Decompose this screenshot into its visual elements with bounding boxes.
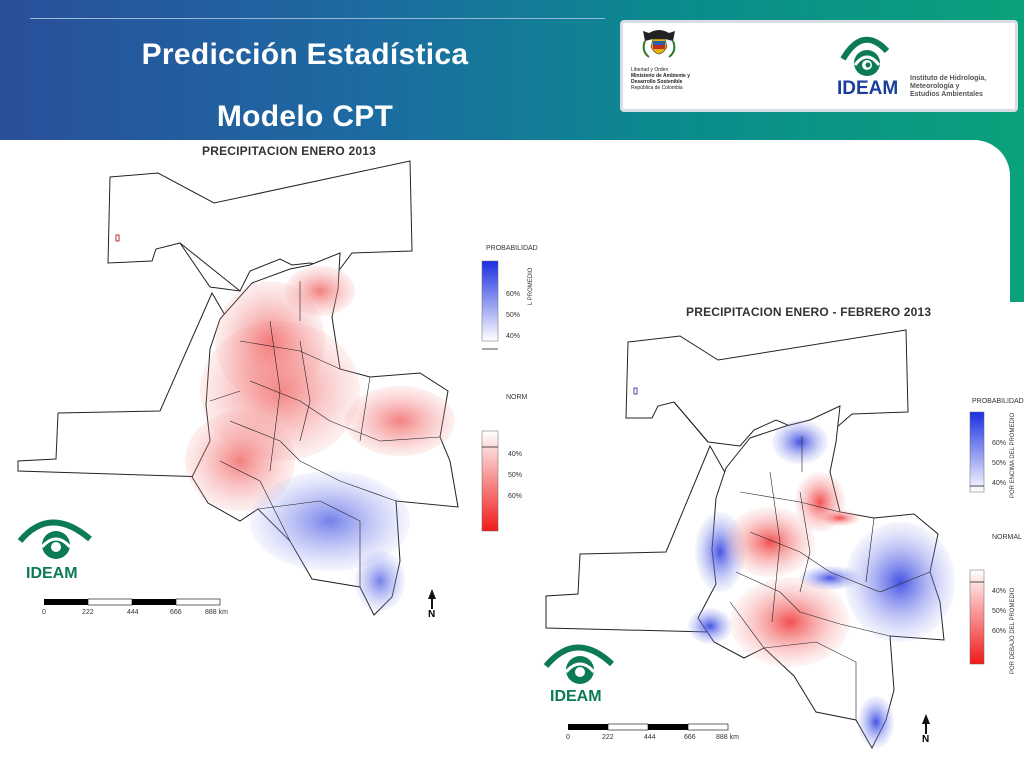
ministry-line: Ministerio de Ambiente y (631, 73, 690, 79)
ministry-line: República de Colombia (631, 85, 683, 91)
north-arrow-icon (922, 714, 930, 734)
scale-tick: 0 (42, 609, 46, 616)
legend-tick: 40% (508, 451, 523, 458)
legend-normal-label: NORMAL (992, 534, 1022, 541)
legend-tick: 40% (506, 333, 521, 340)
scale-tick: 444 (127, 609, 139, 616)
legend-tick: 60% (506, 291, 521, 298)
legend-tick: 40% (992, 480, 1007, 487)
ministry-line: Desarrollo Sostenible (631, 79, 683, 85)
ideam-watermark-text: IDEAM (26, 565, 78, 582)
ideam-watermark-text: IDEAM (550, 688, 602, 705)
map-enero: PRECIPITACION ENERO 2013 (0, 141, 538, 641)
scale-tick: 222 (602, 734, 614, 741)
slide-title: Predicción Estadística (141, 38, 469, 71)
legend-tick: 50% (506, 312, 521, 319)
scale-tick: 666 (684, 734, 696, 741)
ideam-desc-line: Meteorología y (910, 83, 960, 90)
ideam-watermark-icon (17, 519, 92, 559)
scale-tick: 888 km (716, 734, 739, 741)
ideam-desc-line: Estudios Ambientales (910, 91, 983, 98)
legend-tick: 50% (992, 608, 1007, 615)
scale-tick: 444 (644, 734, 656, 741)
ideam-logo-icon (840, 36, 890, 76)
colombia-map-enero (17, 160, 499, 616)
scale-tick: 222 (82, 609, 94, 616)
legend-title: PROBABILIDAD (972, 398, 1024, 405)
ministry-seal-icon (642, 30, 676, 58)
legend-tick: 60% (992, 628, 1007, 635)
colombia-map-enero-febrero (543, 329, 985, 750)
title-divider (30, 18, 605, 19)
map-title: PRECIPITACION ENERO - FEBRERO 2013 (686, 305, 932, 319)
legend-tick: 50% (508, 472, 523, 479)
scale-tick: 666 (170, 609, 182, 616)
slide-subtitle: Modelo CPT (216, 100, 394, 133)
scale-bar (44, 598, 221, 606)
north-label: N (922, 734, 930, 745)
legend-tick: 60% (992, 440, 1007, 447)
scale-tick: 888 km (205, 609, 228, 616)
legend-title: PROBABILIDAD (486, 245, 538, 252)
legend-tick: 40% (992, 588, 1007, 595)
logos-banner: Libertad y Orden Ministerio de Ambiente … (620, 20, 1018, 112)
legend-normal-label: NORM (506, 394, 528, 401)
north-arrow-icon (428, 589, 436, 609)
legend-tick: 60% (508, 493, 523, 500)
ideam-watermark-icon (543, 644, 615, 684)
legend-side-label: POR DEBAJO DEL PROMEDIO (1010, 587, 1016, 674)
scale-tick: 0 (566, 734, 570, 741)
north-label: N (428, 609, 436, 620)
legend-side-label: L PROMEDIO (528, 267, 534, 305)
ideam-desc-line: Instituto de Hidrología, (910, 75, 987, 82)
scale-bar (568, 723, 729, 731)
map-enero-febrero: PRECIPITACION ENERO - FEBRERO 2013 (540, 302, 1024, 768)
map-title: PRECIPITACION ENERO 2013 (202, 144, 376, 158)
ministry-line: Libertad y Orden (631, 67, 669, 73)
legend-side-label: POR ENCIMA DEL PROMEDIO (1010, 412, 1016, 498)
legend-tick: 50% (992, 460, 1007, 467)
ideam-logo-text: IDEAM (837, 78, 899, 99)
